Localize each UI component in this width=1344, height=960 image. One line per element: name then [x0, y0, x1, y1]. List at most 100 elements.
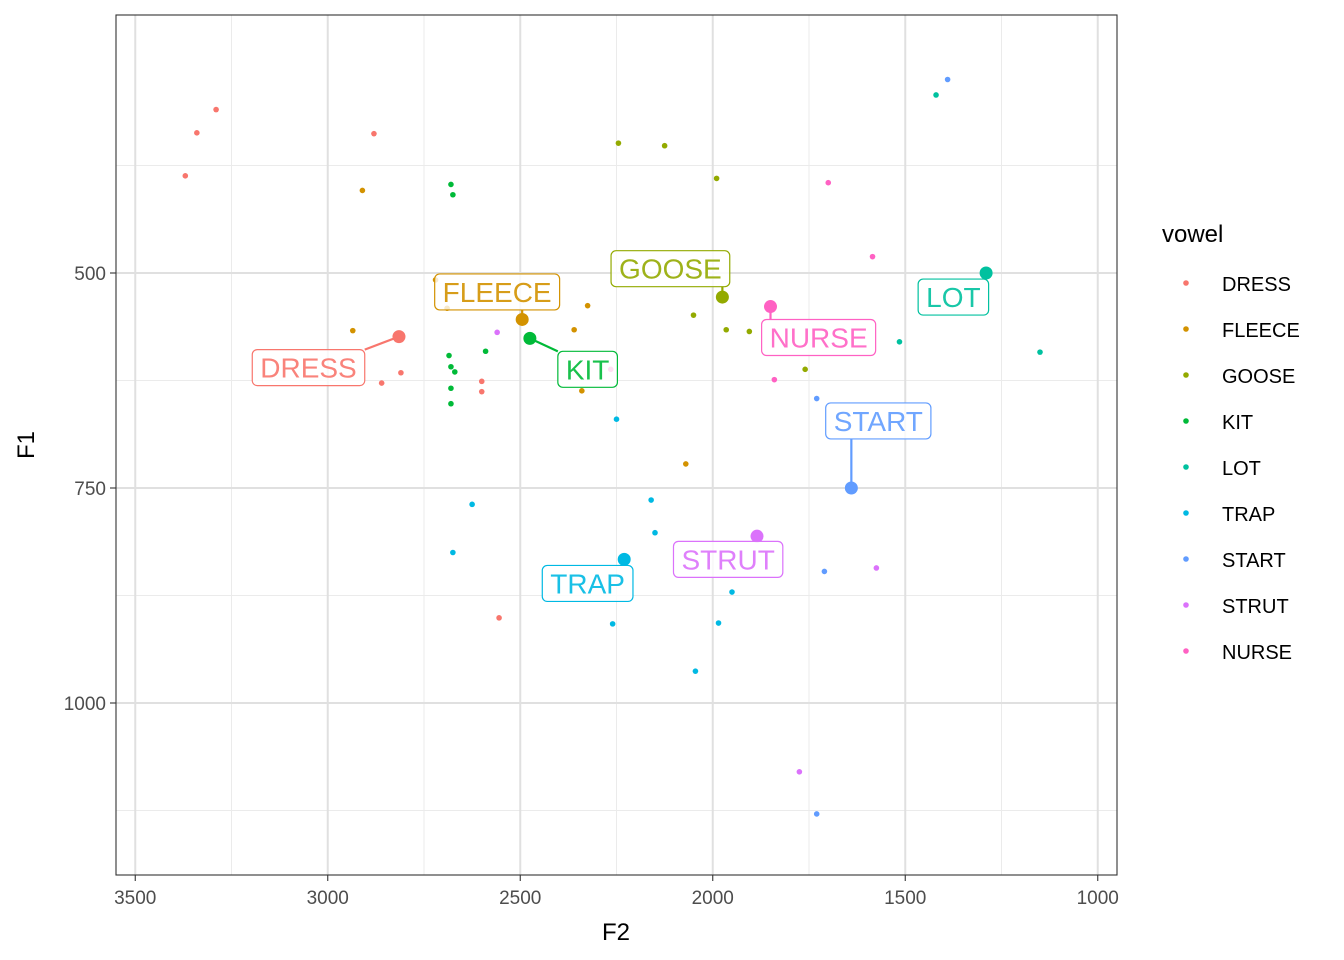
y-tick-label: 750 — [74, 479, 106, 500]
legend-key-nurse — [1183, 648, 1189, 654]
data-point-kit — [448, 363, 454, 370]
data-point-start — [821, 568, 828, 575]
label-text-goose: GOOSE — [619, 254, 722, 285]
legend-key-lot — [1183, 464, 1189, 470]
mean-point-kit — [523, 331, 537, 345]
data-point-start — [813, 811, 820, 817]
mean-point-strut — [750, 529, 764, 543]
mean-point-start — [844, 481, 858, 495]
data-point-start — [813, 395, 820, 402]
data-point-strut — [494, 329, 500, 336]
mean-point-nurse — [764, 300, 777, 314]
label-box-nurse — [761, 318, 877, 357]
legend-label-goose: GOOSE — [1222, 366, 1295, 388]
label-text-trap: TRAP — [550, 568, 625, 599]
data-point-kit — [448, 385, 454, 392]
legend-label-kit: KIT — [1222, 412, 1253, 434]
data-point-trap — [609, 621, 616, 627]
data-point-strut — [796, 769, 803, 775]
legend-key-fleece — [1183, 326, 1189, 332]
y-axis: 500 750 1000 — [64, 264, 116, 715]
data-point-goose — [713, 175, 720, 182]
legend-key-strut — [1183, 602, 1189, 608]
data-point-kit — [448, 181, 454, 188]
label-box-fleece — [434, 273, 561, 311]
data-point-goose — [746, 328, 753, 335]
data-point-dress — [478, 388, 485, 395]
data-point-fleece — [571, 326, 577, 333]
legend-label-nurse: NURSE — [1222, 642, 1292, 664]
legend: vowel DRESS FLEECE GOOSE KIT LOT TRAP START STR… — [1162, 221, 1300, 664]
label-text-dress: DRESS — [260, 353, 356, 384]
label-box-goose — [610, 250, 731, 288]
data-point-fleece — [584, 302, 591, 309]
grid-lines — [116, 15, 1117, 875]
data-point-trap — [450, 549, 456, 556]
vowel-labels: DRESS FLEECE GOOSE KIT LOT TRAP START STRUT NURS… — [251, 250, 993, 603]
label-box-lot — [917, 278, 990, 316]
data-point-trap — [613, 416, 620, 423]
data-point-nurse — [771, 376, 778, 383]
data-point-lot — [933, 92, 939, 98]
x-tick-label: 2500 — [499, 888, 541, 909]
x-tick-label: 1500 — [884, 888, 926, 909]
data-point-goose — [723, 326, 730, 333]
legend-key-start — [1183, 556, 1189, 562]
label-text-kit: KIT — [566, 354, 610, 385]
panel-border — [115, 14, 1118, 876]
data-point-nurse — [825, 179, 832, 186]
data-point-fleece — [349, 327, 356, 334]
legend-key-trap — [1183, 510, 1189, 516]
data-point-dress — [194, 130, 200, 136]
mean-point-fleece — [515, 312, 529, 326]
legend-key-kit — [1183, 418, 1189, 424]
data-point-lot — [896, 339, 903, 345]
data-point-dress — [213, 106, 219, 113]
data-point-kit — [452, 369, 458, 375]
label-text-strut: STRUT — [681, 544, 774, 575]
legend-label-trap: TRAP — [1222, 504, 1275, 526]
legend-label-dress: DRESS — [1222, 274, 1291, 296]
mean-point-trap — [617, 552, 631, 566]
data-point-dress — [478, 378, 485, 385]
label-box-kit — [557, 350, 619, 388]
legend-label-fleece: FLEECE — [1222, 320, 1300, 342]
data-point-goose — [690, 312, 697, 318]
y-axis-title: F1 — [13, 431, 40, 459]
label-text-start: START — [834, 406, 923, 437]
mean-point-lot — [979, 266, 993, 280]
label-text-lot: LOT — [926, 282, 980, 313]
legend-key-goose — [1183, 372, 1189, 378]
data-point-dress — [378, 380, 385, 386]
legend-key-dress — [1183, 280, 1189, 286]
data-point-dress — [398, 369, 404, 376]
data-point-nurse — [869, 253, 876, 260]
data-point-kit — [448, 400, 454, 407]
data-point-trap — [692, 668, 699, 674]
data-point-kit — [446, 352, 452, 359]
data-point-fleece — [579, 388, 585, 394]
x-tick-label: 1000 — [1077, 888, 1119, 909]
data-point-goose — [661, 142, 668, 149]
mean-point-goose — [715, 290, 729, 304]
data-point-kit — [450, 191, 456, 198]
legend-label-strut: STRUT — [1222, 596, 1289, 618]
label-text-nurse: NURSE — [770, 323, 868, 354]
data-point-trap — [729, 589, 735, 595]
data-point-dress — [496, 615, 502, 621]
data-point-dress — [182, 173, 189, 179]
data-point-kit — [482, 348, 489, 355]
x-tick-label: 2000 — [692, 888, 734, 909]
data-point-goose — [615, 140, 622, 146]
label-box-start — [825, 402, 932, 440]
legend-label-start: START — [1222, 550, 1286, 572]
y-tick-label: 500 — [74, 264, 106, 285]
data-point-strut — [873, 565, 880, 571]
label-box-trap — [541, 564, 634, 603]
data-point-lot — [1037, 349, 1043, 355]
x-tick-label: 3000 — [307, 888, 349, 909]
data-point-fleece — [683, 461, 689, 467]
label-box-dress — [251, 349, 366, 387]
